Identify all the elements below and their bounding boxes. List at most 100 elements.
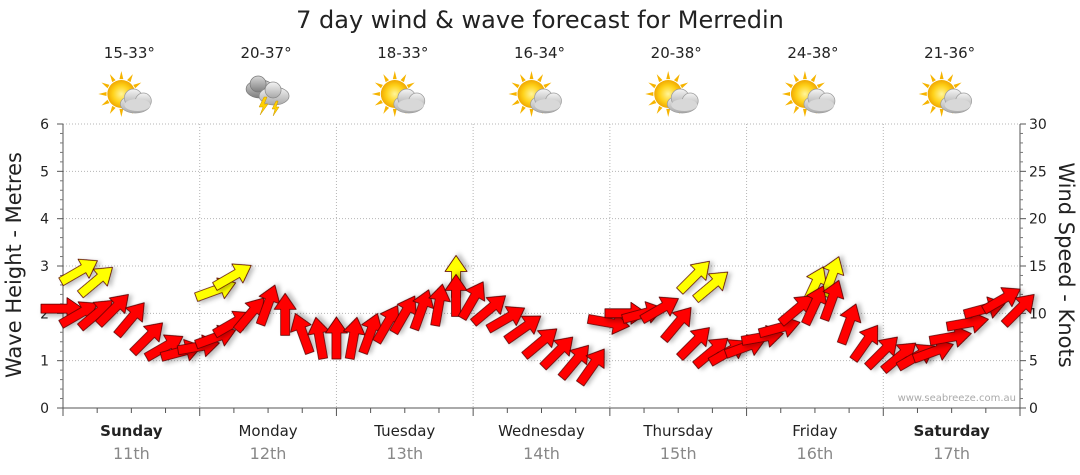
- wind-arrow-shape: [676, 327, 710, 361]
- sun-ray: [511, 99, 520, 106]
- day-name-label: Thursday: [642, 422, 713, 440]
- sun-ray: [511, 82, 520, 89]
- wind-gust-arrow-shape: [676, 260, 710, 295]
- sun-ray: [383, 74, 390, 83]
- wind-arrow-shape: [129, 322, 163, 357]
- wind-arrows: [40, 255, 1035, 387]
- sun-ray: [383, 105, 390, 114]
- sun-ray: [947, 74, 954, 83]
- wind-arrow: [521, 328, 558, 360]
- partly-cloudy-sun-icon: [371, 71, 426, 117]
- wind-gust-arrow: [692, 271, 729, 303]
- sun-ray: [543, 82, 552, 89]
- wind-arrow-shape: [342, 316, 366, 360]
- wind-arrow: [928, 325, 972, 348]
- left-tick-label: 5: [40, 164, 49, 180]
- wind-arrow: [819, 279, 845, 322]
- wind-arrow-shape: [503, 315, 542, 345]
- right-tick-label: 5: [1029, 354, 1038, 370]
- partly-cloudy-sun-icon: [918, 71, 972, 117]
- sun-ray: [119, 71, 124, 80]
- sun-ray: [656, 74, 663, 83]
- wind-arrow: [639, 296, 679, 324]
- day-name-label: Monday: [238, 422, 297, 440]
- wind-arrow-shape: [692, 337, 729, 370]
- day-name-label: Sunday: [100, 422, 163, 440]
- cloud-shape: [393, 88, 426, 114]
- right-tick-label: 10: [1029, 306, 1047, 322]
- right-tick-label: 0: [1029, 401, 1038, 417]
- day-date-label: 12th: [250, 444, 287, 463]
- sun-ray: [810, 74, 817, 83]
- wind-arrow: [307, 316, 330, 360]
- sun-ray: [680, 82, 689, 89]
- sun-ray: [520, 74, 526, 83]
- wind-arrow: [470, 295, 506, 327]
- cloud-part: [534, 99, 561, 111]
- left-axis: 0 1 2 3 4 5 6: [40, 117, 63, 417]
- left-tick-label: 0: [40, 401, 49, 417]
- sun-ray: [802, 108, 807, 117]
- cloud-part: [124, 99, 151, 111]
- sun-ray: [785, 99, 794, 106]
- sun-ray: [371, 92, 380, 96]
- sun-ray: [666, 108, 671, 117]
- cloud-part: [944, 99, 971, 111]
- wind-arrow-shape: [928, 325, 972, 348]
- sun-ray: [508, 92, 517, 96]
- day-date-label: 17th: [933, 444, 970, 463]
- wind-arrow: [409, 289, 434, 332]
- sun-ray: [953, 82, 962, 89]
- right-tick-label: 25: [1029, 164, 1047, 180]
- wind-arrow: [113, 302, 145, 339]
- day-temperature: 16-34°: [514, 44, 565, 62]
- sun-ray: [939, 71, 944, 80]
- wind-gust-arrow-shape: [77, 266, 113, 299]
- sun-ray: [816, 82, 825, 89]
- wind-gust-arrow-shape: [212, 263, 252, 291]
- wind-gust-arrow-shape: [692, 271, 729, 303]
- wind-arrow: [358, 313, 383, 355]
- lightning-bolt: [258, 96, 269, 116]
- sun-ray: [374, 99, 383, 106]
- wind-arrow: [325, 316, 348, 360]
- left-tick-label: 6: [40, 117, 49, 133]
- partly-cloudy-sun-icon: [781, 71, 836, 117]
- left-tick-label: 4: [40, 212, 49, 228]
- wind-arrow-shape: [389, 295, 417, 336]
- right-tick-label: 15: [1029, 259, 1047, 275]
- x-axis: Sunday 11th Monday 12th Tuesday 13th Wednesday…: [62, 408, 1021, 463]
- wind-arrow-shape: [1000, 294, 1035, 328]
- wind-arrow: [95, 294, 129, 328]
- right-axis: 0 5 10 15 20 25 30: [1020, 117, 1047, 417]
- wind-arrow-shape: [849, 324, 879, 363]
- wind-arrow: [428, 283, 451, 327]
- sun-ray: [392, 108, 397, 117]
- sun-ray: [648, 82, 657, 89]
- wind-arrow-shape: [325, 316, 348, 360]
- sun-ray: [101, 99, 110, 106]
- wind-arrow-shape: [457, 281, 486, 321]
- wind-arrow-shape: [255, 284, 281, 327]
- cloud-shape: [120, 88, 152, 114]
- partly-cloudy-sun-icon: [98, 71, 152, 117]
- wind-arrow: [457, 281, 486, 321]
- chart-title: 7 day wind & wave forecast for Merredin: [296, 6, 784, 34]
- wind-arrow-shape: [113, 302, 145, 339]
- day-temperature: 21-36°: [924, 44, 975, 62]
- wind-arrow: [485, 306, 526, 334]
- wind-arrow-shape: [864, 336, 898, 371]
- wind-arrow-shape: [819, 279, 845, 322]
- sun-ray: [802, 71, 807, 80]
- partly-cloudy-sun-icon: [508, 71, 562, 117]
- sun-ray: [127, 74, 133, 83]
- wind-arrow-shape: [485, 306, 526, 334]
- wind-arrow-shape: [521, 328, 558, 360]
- wind-arrow: [801, 285, 827, 327]
- wind-arrow: [503, 315, 542, 345]
- cloud-part: [264, 81, 282, 99]
- day-temperature: 20-37°: [241, 44, 292, 62]
- wind-arrow: [342, 316, 366, 360]
- sun-ray: [939, 108, 944, 117]
